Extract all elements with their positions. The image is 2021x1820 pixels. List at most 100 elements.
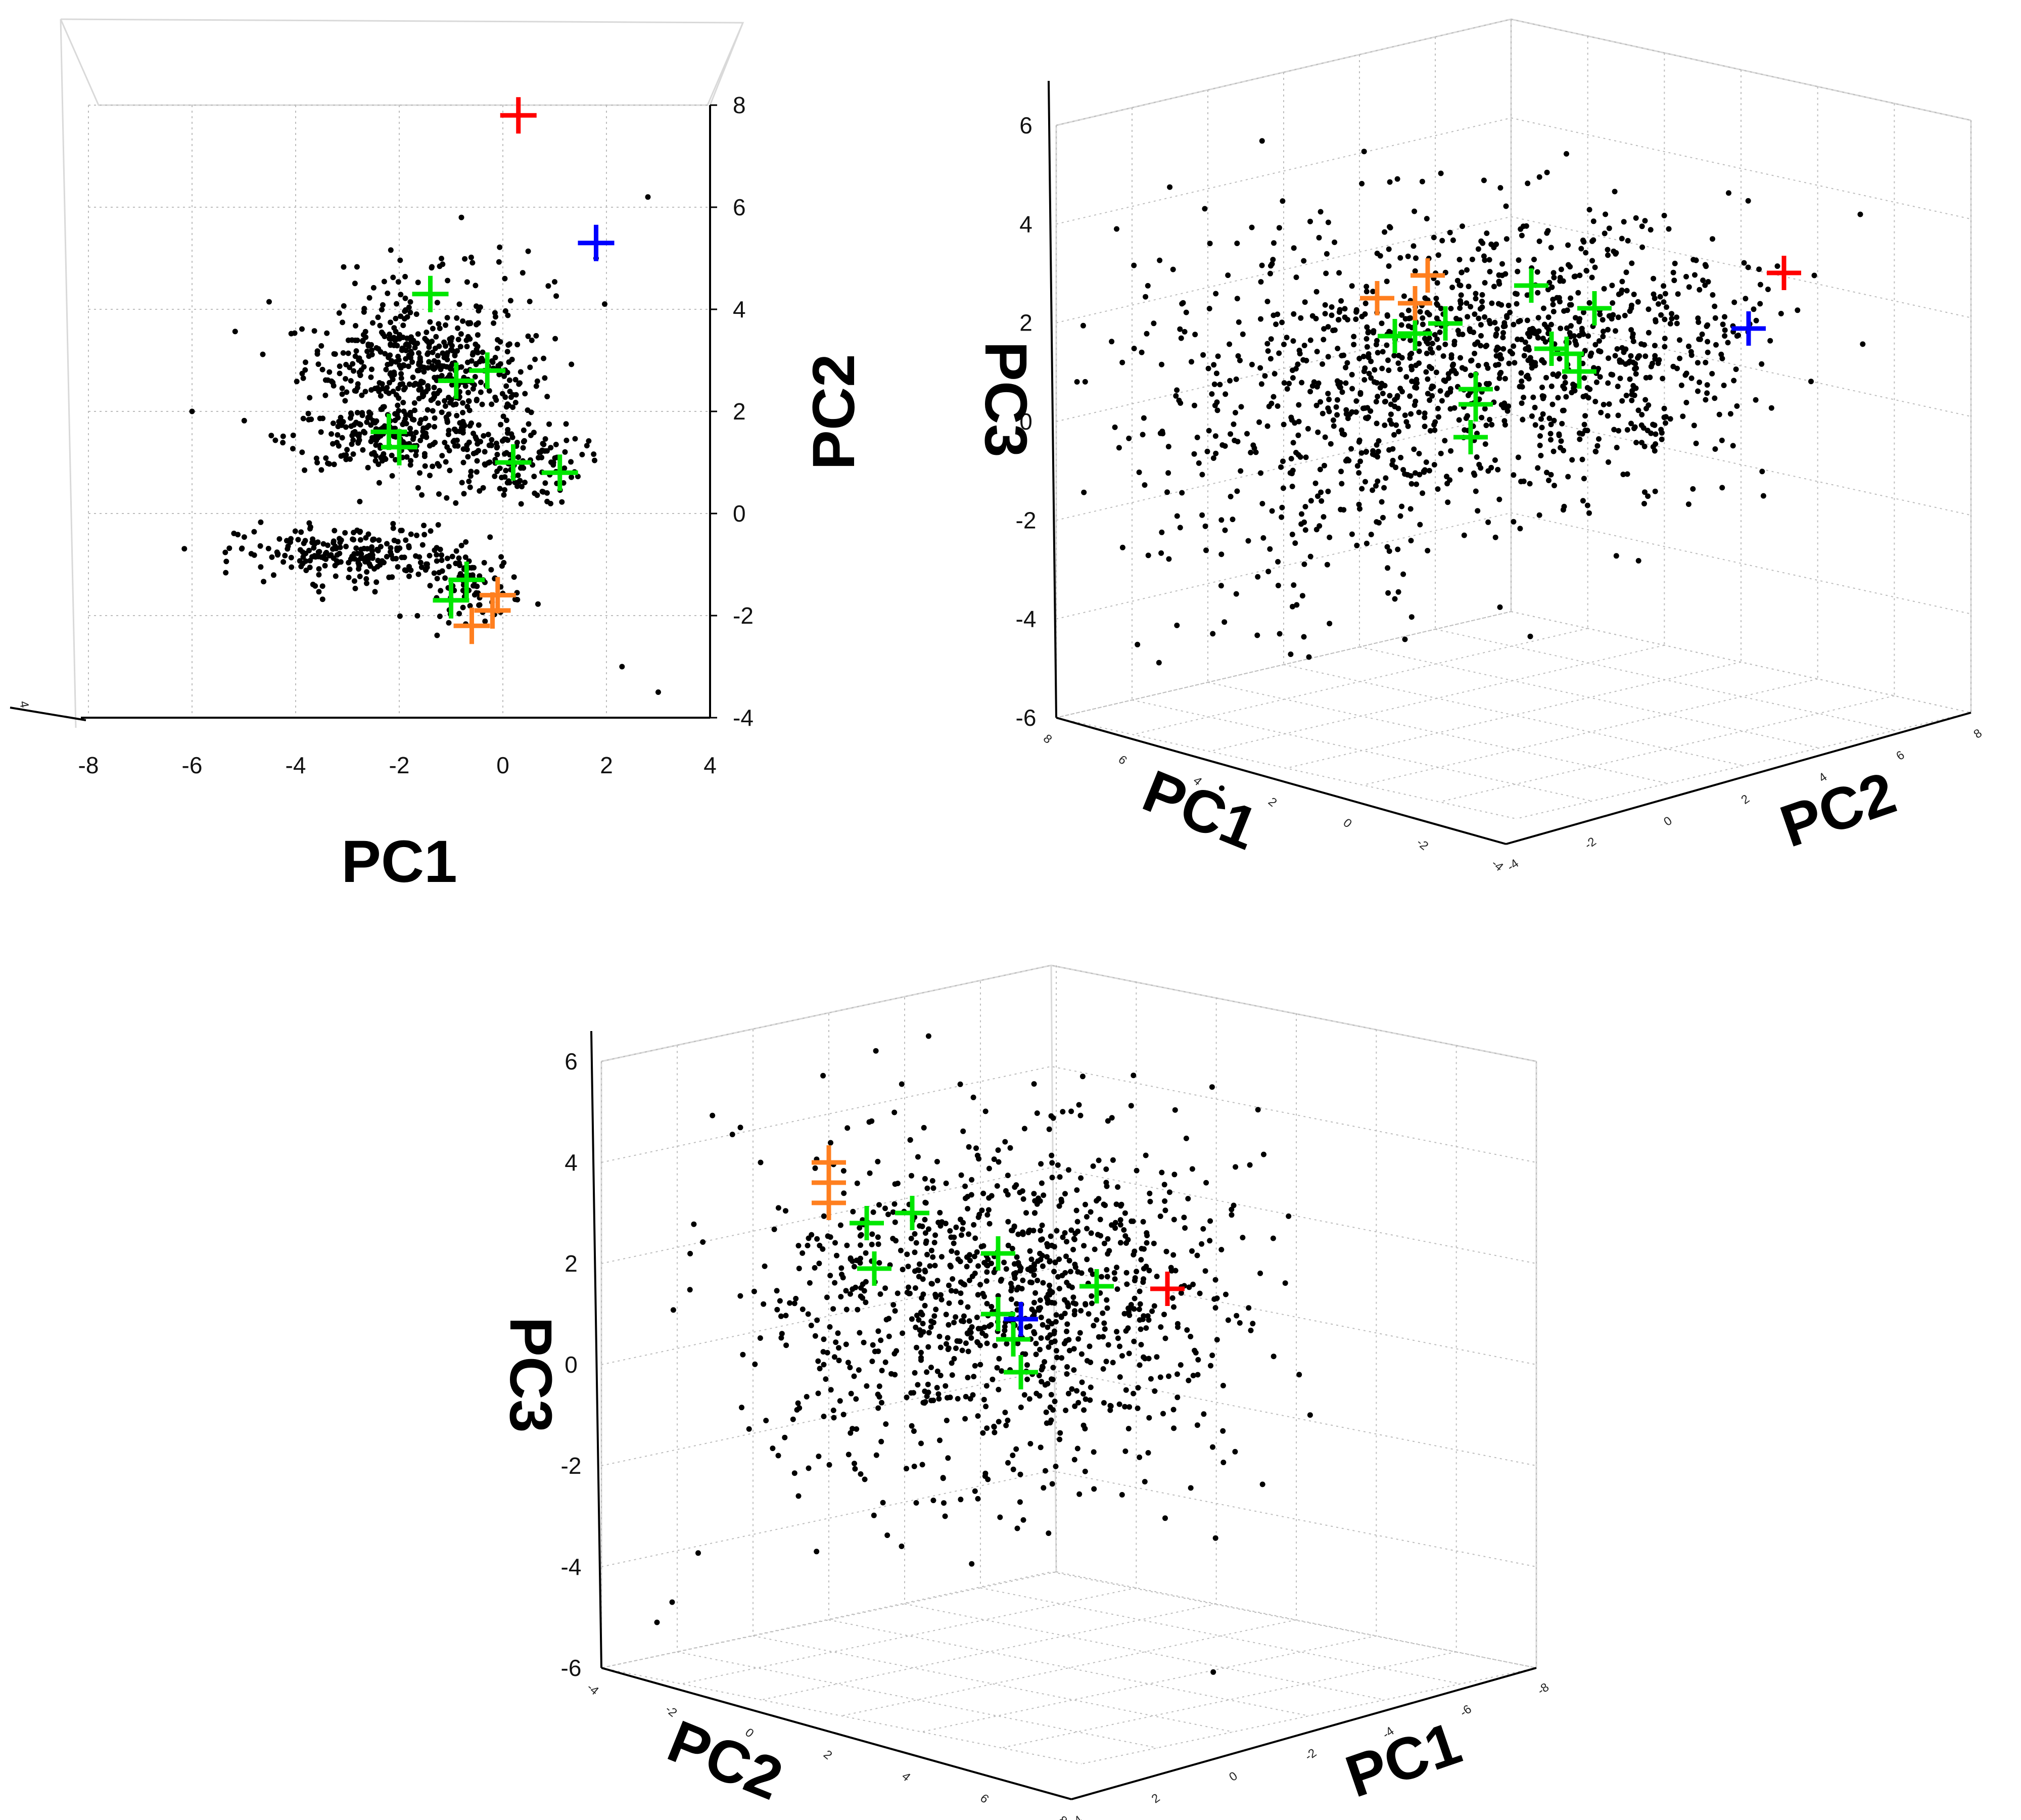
panel-a-point <box>316 589 322 595</box>
panel-b-point <box>1571 333 1577 339</box>
panel-b-point <box>1584 502 1590 508</box>
panel-b-point <box>1765 287 1771 292</box>
panel-a-point <box>328 552 334 558</box>
panel-b-point <box>1422 467 1428 473</box>
panel-c-point <box>1261 1151 1266 1157</box>
panel-b-point <box>1182 329 1188 335</box>
panel-c-point <box>964 1264 970 1270</box>
panel-a-point <box>349 337 355 343</box>
panel-b-point <box>1311 379 1317 385</box>
panel-c-point <box>875 1158 881 1164</box>
panel-a-point <box>318 343 324 349</box>
panel-c-point <box>857 1225 863 1231</box>
panel-b-point <box>1536 174 1542 180</box>
panel-c-point <box>834 1252 839 1258</box>
panel-b-point <box>1627 376 1633 382</box>
panel-b-point <box>1299 511 1304 517</box>
panel-a-point <box>320 541 326 547</box>
panel-b-point <box>1218 551 1225 557</box>
panel-c-point <box>775 1453 781 1459</box>
panel-a-point <box>540 489 546 495</box>
panel-b-point <box>1318 489 1324 495</box>
panel-c-point <box>922 1388 928 1394</box>
panel-b-point <box>1245 538 1251 544</box>
panel-a-point <box>473 341 479 347</box>
panel-b-point <box>1361 149 1367 155</box>
panel-c-point <box>1026 1396 1032 1402</box>
panel-a-point <box>435 461 441 467</box>
panel-c-point <box>882 1359 888 1365</box>
panel-b-point <box>1456 257 1463 263</box>
panel-b-point <box>1320 361 1326 367</box>
panel-c-point <box>867 1170 873 1176</box>
panel-b-point <box>1593 449 1599 455</box>
panel-b-point <box>1307 218 1313 224</box>
panel-a-point <box>408 458 414 464</box>
panel-c-point <box>816 1261 822 1267</box>
panel-a-point <box>502 487 507 493</box>
panel-a-point <box>392 457 398 463</box>
panel-b-point <box>1536 238 1542 244</box>
panel-b-point <box>1548 437 1554 443</box>
panel-b-point <box>1468 358 1474 364</box>
panel-b-point <box>1474 431 1480 437</box>
panel-b-point <box>1218 517 1225 523</box>
panel-a-point <box>545 283 551 289</box>
panel-b-point <box>1074 379 1080 385</box>
panel-a-point <box>357 537 363 543</box>
panel-b-point <box>1408 473 1414 479</box>
panel-a-point <box>413 430 419 436</box>
panel-b-point <box>1228 431 1234 437</box>
panel-a-point <box>271 572 276 578</box>
panel-c-point <box>979 1207 985 1214</box>
panel-a-box-right <box>709 22 744 106</box>
panel-b-r-tick: 2 <box>1738 792 1752 807</box>
panel-a-point <box>302 367 308 373</box>
panel-a-point <box>497 339 503 345</box>
panel-b-point <box>1671 277 1677 284</box>
panel-a-point <box>507 298 513 304</box>
panel-c-point <box>968 1335 974 1341</box>
panel-c-point <box>790 1416 796 1422</box>
panel-c-point <box>1189 1248 1195 1254</box>
panel-c-point <box>746 1426 752 1432</box>
panel-a-point <box>410 375 416 381</box>
panel-c-point <box>963 1393 969 1399</box>
panel-b-point <box>1464 300 1470 306</box>
panel-b-point <box>1388 411 1394 417</box>
panel-b-point <box>1652 488 1658 494</box>
panel-b-point <box>1539 384 1545 390</box>
panel-b-point <box>1555 395 1561 401</box>
panel-b-point <box>1662 316 1668 322</box>
panel-c-point <box>1212 1277 1218 1283</box>
panel-c-point <box>1128 1103 1134 1109</box>
panel-c-point <box>863 1279 869 1285</box>
panel-c-point <box>984 1300 990 1306</box>
panel-c-point <box>1014 1301 1019 1307</box>
panel-b-point <box>1264 299 1271 304</box>
panel-a-marker-blue <box>578 224 615 261</box>
panel-b-point <box>1302 527 1308 533</box>
panel-c-point <box>1114 1329 1119 1335</box>
panel-a-point <box>343 543 349 549</box>
panel-b-point <box>1651 291 1657 297</box>
panel-a-point <box>413 311 419 317</box>
panel-a-point <box>465 390 471 396</box>
panel-a-point <box>385 290 391 296</box>
panel-c-point <box>1257 1270 1263 1276</box>
panel-b-point <box>1593 379 1600 385</box>
panel-c-zgrid <box>601 1369 1537 1466</box>
panel-a-point <box>315 549 321 555</box>
panel-b-point <box>1286 381 1292 387</box>
panel-c-point <box>1107 1407 1113 1413</box>
panel-b-point <box>1237 357 1243 363</box>
panel-c-point <box>919 1462 925 1468</box>
panel-b-point <box>1420 321 1426 328</box>
panel-c-point <box>1103 1359 1109 1365</box>
panel-b-point <box>1322 434 1328 440</box>
panel-a-point <box>389 452 395 458</box>
panel-a-point <box>334 558 340 564</box>
panel-a-point <box>528 409 534 415</box>
panel-c-point <box>1259 1481 1265 1487</box>
panel-c-point <box>1052 1398 1058 1405</box>
